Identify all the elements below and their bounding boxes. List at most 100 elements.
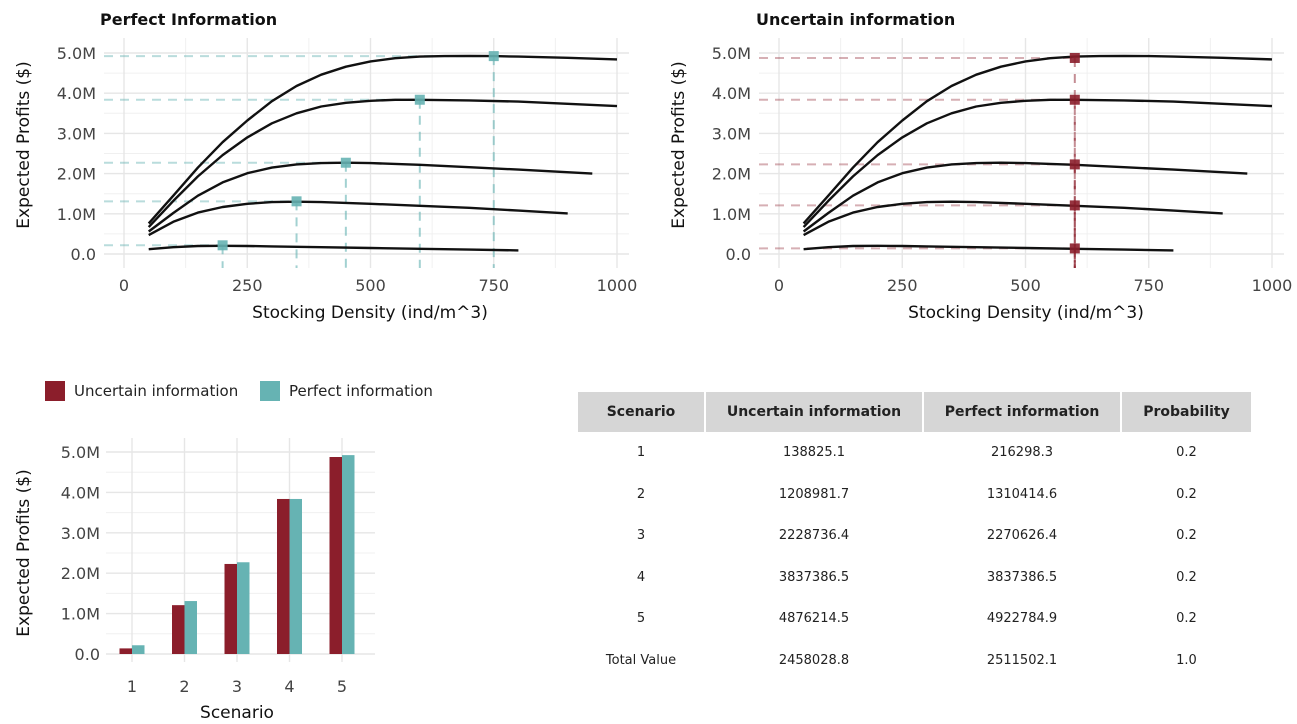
uncertain-optimum-point [1070,243,1080,253]
bar-y-tick-label: 3.0M [61,524,100,543]
perfect-y-axis-label: Expected Profits ($) [14,61,34,228]
table-cell: 3 [578,515,704,557]
uncertain-optimum-point [1070,200,1080,210]
uncertain-x-axis-label: Stocking Density (ind/m^3) [908,303,1144,323]
perfect-optimum-point [489,51,499,61]
table-cell: 138825.1 [706,432,922,474]
table-cell: 2 [578,474,704,516]
perfect-profit-curve-2 [149,202,568,235]
perfect-guide-lines [104,56,494,268]
perfect-y-tick-label: 5.0M [57,44,96,63]
table-header-uncertain: Uncertain information [706,392,922,432]
table-header-scenario: Scenario [578,392,704,432]
bar-x-tick-label: 2 [179,677,189,696]
bar-y-tick-label: 5.0M [61,443,100,462]
perfect-grid [104,38,629,268]
perfect-y-tick-label: 4.0M [57,84,96,103]
legend-label-uncertain: Uncertain information [74,382,238,400]
table-header-perfect: Perfect information [924,392,1120,432]
uncertain-x-tick-label: 0 [774,276,784,295]
bar-uncertain [330,457,343,654]
uncertain-optimum-point [1070,95,1080,105]
table-cell: 1.0 [1122,640,1251,682]
bar-perfect [290,499,303,654]
table-cell: 0.2 [1122,557,1251,599]
table-cell: 0.2 [1122,598,1251,640]
uncertain-x-tick-label: 250 [887,276,918,295]
table-row: 5 4876214.5 4922784.9 0.2 [578,598,1251,640]
uncertain-optimum-point [1070,159,1080,169]
uncertain-x-tick-label: 750 [1133,276,1164,295]
perfect-optimum-point [292,196,302,206]
legend-label-perfect: Perfect information [289,382,433,400]
table-cell: Total Value [578,640,704,682]
perfect-x-tick-label: 750 [478,276,509,295]
bar-uncertain [172,605,185,654]
table-row: 3 2228736.4 2270626.4 0.2 [578,515,1251,557]
table-cell: 2270626.4 [924,515,1120,557]
table-row: 1 138825.1 216298.3 0.2 [578,432,1251,474]
perfect-x-tick-label: 0 [119,276,129,295]
uncertain-y-tick-label: 5.0M [712,44,751,63]
perfect-x-axis-label: Stocking Density (ind/m^3) [252,303,488,323]
bar-y-tick-label: 2.0M [61,564,100,583]
perfect-profit-curve-5 [149,56,617,223]
table-cell: 216298.3 [924,432,1120,474]
uncertain-x-tick-label: 1000 [1252,276,1293,295]
perfect-tick-labels: 0 250 500 750 1000 0.0 1.0M 2.0M 3.0M 4.0M 5.0M [57,44,638,295]
bar-y-tick-label: 4.0M [61,483,100,502]
perfect-info-panel: Perfect Information 0 250 500 750 1000 0.0 1.0… [14,10,637,323]
uncertain-profit-curve-2 [804,202,1223,235]
uncertain-info-panel: Uncertain information 0 250 500 750 1000 0.0 1… [669,10,1292,323]
bar-x-tick-label: 5 [337,677,347,696]
table-row: 4 3837386.5 3837386.5 0.2 [578,557,1251,599]
uncertain-y-axis-label: Expected Profits ($) [669,61,689,228]
bar-perfect [237,562,250,654]
perfect-optimum-point [218,240,228,250]
table-row-total: Total Value 2458028.8 2511502.1 1.0 [578,640,1251,682]
perfect-panel-title: Perfect Information [100,10,277,29]
bar-legend: Uncertain information Perfect informatio… [45,381,433,401]
perfect-x-tick-label: 500 [355,276,386,295]
uncertain-optimum-point [1070,53,1080,63]
perfect-y-tick-label: 3.0M [57,124,96,143]
uncertain-panel-title: Uncertain information [756,10,955,29]
table-cell: 2511502.1 [924,640,1120,682]
table-cell: 0.2 [1122,474,1251,516]
bar-uncertain [225,564,238,654]
perfect-y-tick-label: 2.0M [57,165,96,184]
bar-perfect [132,645,145,654]
table-cell: 2228736.4 [706,515,922,557]
bar-perfect [185,601,198,654]
table-cell: 1 [578,432,704,474]
bar-x-tick-label: 1 [127,677,137,696]
table-cell: 4876214.5 [706,598,922,640]
uncertain-y-tick-label: 2.0M [712,165,751,184]
table-cell: 0.2 [1122,432,1251,474]
perfect-optimum-point [415,95,425,105]
bar-x-axis-label: Scenario [200,703,274,723]
scenario-bar-panel: Uncertain information Perfect informatio… [14,381,433,723]
perfect-y-tick-label: 0.0 [71,245,96,264]
table-cell: 1208981.7 [706,474,922,516]
bar-uncertain [120,648,133,654]
perfect-x-tick-label: 250 [232,276,263,295]
bar-y-tick-label: 0.0 [75,645,100,664]
bar-y-axis-label: Expected Profits ($) [14,469,34,636]
table-header-probability: Probability [1122,392,1251,432]
table-cell: 0.2 [1122,515,1251,557]
uncertain-y-tick-label: 3.0M [712,124,751,143]
legend-swatch-uncertain [45,381,65,401]
perfect-x-tick-label: 1000 [597,276,638,295]
perfect-y-tick-label: 1.0M [57,205,96,224]
table-cell: 4 [578,557,704,599]
table-cell: 3837386.5 [924,557,1120,599]
table-cell: 4922784.9 [924,598,1120,640]
scenario-table: Scenario Uncertain information Perfect i… [576,392,1253,681]
uncertain-profit-curve-5 [804,56,1272,223]
perfect-optimum-points [218,51,499,250]
uncertain-y-tick-label: 1.0M [712,205,751,224]
bar-y-tick-label: 1.0M [61,605,100,624]
uncertain-grid [759,38,1284,268]
table-cell: 2458028.8 [706,640,922,682]
